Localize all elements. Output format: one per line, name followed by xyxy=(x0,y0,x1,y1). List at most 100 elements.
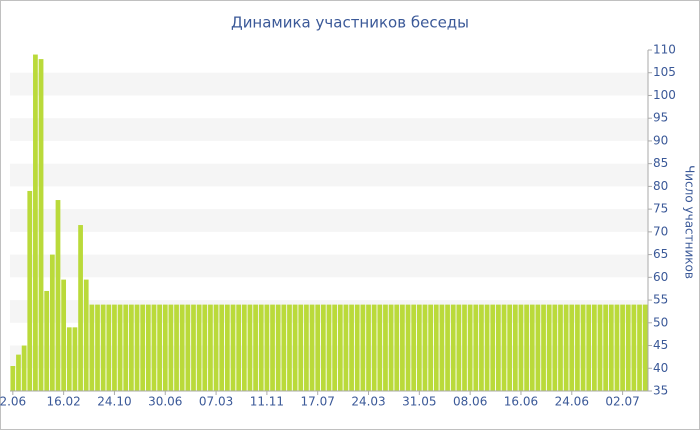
bar xyxy=(608,304,614,391)
bar xyxy=(637,304,642,391)
bar xyxy=(428,304,433,391)
bar xyxy=(569,304,575,391)
y-tick-label: 110 xyxy=(653,43,676,57)
bar xyxy=(603,304,609,391)
bar xyxy=(558,304,563,391)
bar xyxy=(507,304,513,391)
bar xyxy=(112,304,117,391)
y-tick-label: 80 xyxy=(653,179,668,193)
bar xyxy=(320,304,326,391)
bar xyxy=(33,54,38,392)
bar xyxy=(196,304,202,391)
bar xyxy=(620,304,625,391)
bar xyxy=(213,304,219,391)
bar xyxy=(27,190,33,391)
bar xyxy=(304,304,309,391)
bar xyxy=(230,304,236,391)
bar xyxy=(44,290,50,391)
y-tick-label: 35 xyxy=(653,384,668,398)
bar xyxy=(247,304,253,391)
bar xyxy=(219,304,225,391)
bar xyxy=(332,304,338,391)
y-tick-label: 40 xyxy=(653,361,668,375)
bar xyxy=(371,304,377,391)
bar xyxy=(174,304,179,391)
bar xyxy=(496,304,501,391)
bar xyxy=(168,304,174,391)
bar xyxy=(151,304,157,391)
bar xyxy=(185,304,191,391)
bar xyxy=(315,304,321,391)
bar xyxy=(55,200,61,391)
grid-band xyxy=(10,254,648,278)
bar xyxy=(377,304,383,391)
bar xyxy=(253,304,258,391)
x-tick-label: 11.11 xyxy=(250,395,284,409)
y-tick-label: 65 xyxy=(653,247,668,261)
y-tick-label: 55 xyxy=(653,293,668,307)
bar xyxy=(518,304,524,391)
y-tick-label: 95 xyxy=(653,111,668,125)
bar xyxy=(580,304,586,391)
bar xyxy=(258,304,264,391)
bar xyxy=(281,304,287,391)
bar xyxy=(473,304,479,391)
bar xyxy=(21,345,27,391)
bar xyxy=(445,304,450,391)
y-tick-label: 90 xyxy=(653,133,668,147)
bar xyxy=(586,304,592,391)
grid-band xyxy=(10,72,648,96)
bar xyxy=(631,304,637,391)
bar xyxy=(100,304,106,391)
bar xyxy=(343,304,349,391)
bar xyxy=(309,304,315,391)
bar xyxy=(241,304,247,391)
bar xyxy=(157,304,162,391)
bar xyxy=(202,304,208,391)
bar xyxy=(140,304,146,391)
x-tick-label: 07.03 xyxy=(199,395,233,409)
bar xyxy=(337,304,343,391)
bar xyxy=(95,304,100,391)
bar xyxy=(383,304,388,391)
bar xyxy=(145,304,151,391)
bar xyxy=(72,327,78,391)
bar xyxy=(360,304,366,391)
grid-band xyxy=(10,209,648,232)
x-tick-label: 16.02 xyxy=(46,395,80,409)
y-tick-label: 100 xyxy=(653,88,676,102)
bar xyxy=(479,304,484,391)
bar xyxy=(541,304,546,391)
bar xyxy=(462,304,467,391)
bar xyxy=(179,304,185,391)
bar xyxy=(614,304,620,391)
bar xyxy=(597,304,603,391)
x-tick-label: 17.07 xyxy=(301,395,335,409)
bar xyxy=(208,304,213,391)
bar xyxy=(546,304,552,391)
y-tick-label: 85 xyxy=(653,156,668,170)
bar xyxy=(490,304,496,391)
bar xyxy=(405,304,411,391)
bar xyxy=(236,304,242,391)
y-tick-label: 50 xyxy=(653,315,668,329)
bar xyxy=(10,365,16,391)
bar xyxy=(117,304,123,391)
bar xyxy=(349,304,354,391)
bar xyxy=(394,304,400,391)
bar xyxy=(642,304,648,391)
bar xyxy=(270,304,275,391)
bar xyxy=(456,304,462,391)
y-axis-label: Число участников xyxy=(683,165,697,279)
x-tick-label: 08.06 xyxy=(453,395,487,409)
y-tick-label: 60 xyxy=(653,270,668,284)
bar xyxy=(411,304,417,391)
bar xyxy=(484,304,490,391)
y-tick-label: 45 xyxy=(653,338,668,352)
bar xyxy=(400,304,405,391)
y-tick-label: 70 xyxy=(653,224,668,238)
x-tick-label: 31.05 xyxy=(402,395,436,409)
bar xyxy=(591,304,597,391)
bar xyxy=(123,304,129,391)
